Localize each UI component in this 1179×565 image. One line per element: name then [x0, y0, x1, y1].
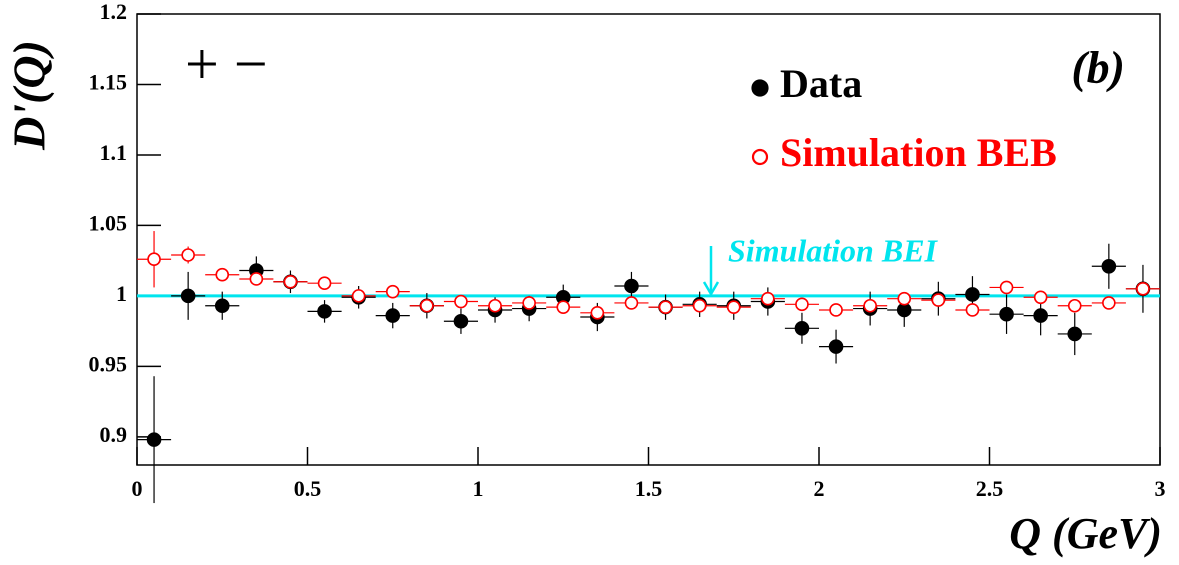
- data-point: [761, 291, 775, 306]
- data-point: [1136, 282, 1150, 296]
- data-point: [1102, 296, 1116, 310]
- y-tick-label: 1.15: [89, 70, 128, 95]
- y-tick-label: 1.2: [100, 0, 128, 24]
- data-point: [863, 298, 877, 313]
- data-point: [556, 300, 571, 314]
- x-tick-label: 0: [132, 476, 143, 501]
- x-tick-label: 1: [473, 476, 484, 501]
- data-point: [965, 303, 980, 317]
- annotation-arrowhead: [702, 281, 720, 297]
- legend-label: Simulation BEB: [780, 130, 1057, 175]
- data-point: [794, 320, 810, 336]
- data-point: [999, 306, 1014, 322]
- data-point: [351, 289, 366, 303]
- data-point: [181, 248, 195, 262]
- x-tick-label: 2.5: [976, 476, 1004, 501]
- legend-label: Data: [780, 61, 862, 106]
- data-point: [1101, 258, 1117, 274]
- data-point: [590, 305, 605, 320]
- data-point: [453, 313, 469, 329]
- y-tick-label: 1: [116, 281, 127, 306]
- data-point: [624, 278, 639, 294]
- data-point: [385, 284, 400, 299]
- y-tick-label: 0.9: [100, 422, 128, 447]
- data-point: [931, 293, 946, 307]
- data-point: [283, 274, 298, 289]
- y-axis-label: D'(Q): [4, 40, 55, 151]
- data-point: [214, 298, 230, 314]
- x-axis-label: Q (GeV): [1009, 509, 1162, 558]
- data-point: [828, 339, 844, 354]
- data-point: [795, 297, 809, 312]
- data-point: [454, 294, 468, 309]
- data-point: [692, 298, 707, 313]
- data-point: [317, 276, 332, 290]
- reference-label: Simulation BEI: [728, 232, 939, 268]
- y-tick-label: 1.05: [89, 210, 128, 235]
- charge-label: + −: [185, 31, 268, 97]
- data-point: [180, 288, 196, 304]
- data-point: [146, 432, 162, 447]
- y-tick-label: 1.1: [100, 140, 128, 165]
- data-point: [385, 308, 401, 323]
- data-point: [829, 303, 843, 317]
- x-tick-label: 3: [1155, 476, 1166, 501]
- data-point: [624, 296, 639, 310]
- data-point: [1033, 308, 1048, 323]
- data-point: [317, 304, 332, 319]
- data-point: [522, 296, 536, 310]
- data-point: [488, 298, 502, 313]
- x-tick-label: 0.5: [294, 476, 322, 501]
- data-point: [726, 300, 741, 314]
- data-point: [147, 252, 161, 267]
- x-tick-label: 2: [814, 476, 825, 501]
- data-point: [215, 267, 230, 282]
- data-point: [420, 298, 434, 313]
- data-point: [999, 280, 1014, 295]
- plot-frame: [136, 13, 1161, 466]
- data-point: [965, 287, 980, 302]
- panel-label: (b): [1071, 42, 1125, 93]
- data-point: [897, 291, 912, 306]
- data-point: [1067, 326, 1083, 342]
- data-point: [1067, 298, 1082, 313]
- y-tick-label: 0.95: [89, 351, 128, 376]
- legend-marker: [751, 79, 769, 97]
- data-point: [1033, 290, 1048, 305]
- data-point: [249, 272, 264, 286]
- data-point: [658, 300, 673, 314]
- legend-marker: [751, 148, 769, 166]
- x-tick-label: 1.5: [635, 476, 663, 501]
